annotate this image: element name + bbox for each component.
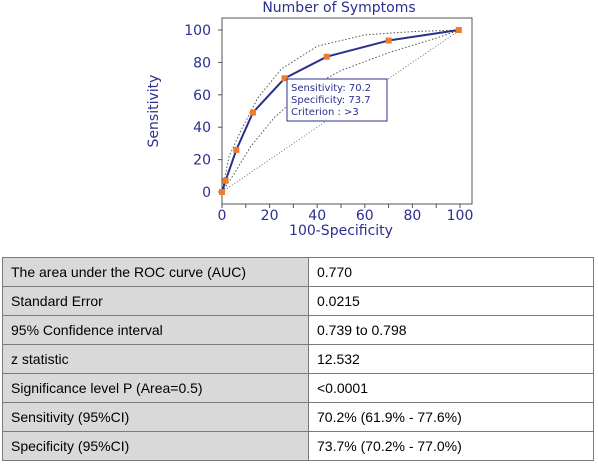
z-statistic-label: z statistic xyxy=(2,344,309,374)
y-tick-label: 0 xyxy=(202,185,211,201)
x-tick-label: 100 xyxy=(447,208,474,224)
ci-upper-line xyxy=(221,29,461,193)
table-row: Significance level P (Area=0.5) <0.0001 xyxy=(2,373,594,403)
table-row: Sensitivity (95%CI) 70.2% (61.9% - 77.6%… xyxy=(2,402,594,432)
roc-statistics-table-wrapper: The area under the ROC curve (AUC) 0.770… xyxy=(2,257,594,461)
z-statistic-value: 12.532 xyxy=(308,344,594,374)
chart-title: Number of Symptoms xyxy=(262,0,415,16)
x-axis-label: 100-Specificity xyxy=(289,223,393,239)
roc-curve-line xyxy=(221,29,459,193)
auc-label: The area under the ROC curve (AUC) xyxy=(2,257,309,287)
roc-point xyxy=(281,75,288,82)
roc-series xyxy=(219,27,462,195)
criterion-annotation: Sensitivity: 70.2 Specificity: 73.7 Crit… xyxy=(286,78,388,122)
standard-error-value: 0.0215 xyxy=(308,286,594,316)
confidence-interval-value: 0.739 to 0.798 xyxy=(308,315,594,345)
roc-point xyxy=(222,177,229,184)
roc-point xyxy=(323,53,330,60)
table-row: 95% Confidence interval 0.739 to 0.798 xyxy=(2,315,594,345)
y-tick-label: 80 xyxy=(193,55,211,71)
y-tick-label: 100 xyxy=(184,23,211,39)
plot-frame xyxy=(221,17,473,205)
ci-lower-line xyxy=(221,29,461,193)
x-tick-label: 0 xyxy=(218,208,227,224)
x-tick-label: 20 xyxy=(261,208,279,224)
standard-error-label: Standard Error xyxy=(2,286,309,316)
specificity-label: Specificity (95%CI) xyxy=(2,431,309,461)
x-tick-label: 80 xyxy=(403,208,421,224)
confidence-bounds xyxy=(221,29,461,193)
roc-point xyxy=(219,189,225,195)
y-axis-label: Sensitivity xyxy=(146,75,162,148)
table-row: Specificity (95%CI) 73.7% (70.2% - 77.0%… xyxy=(2,431,594,461)
table-row: z statistic 12.532 xyxy=(2,344,594,374)
x-tick-label: 40 xyxy=(308,208,326,224)
table-row: The area under the ROC curve (AUC) 0.770 xyxy=(2,257,594,287)
annotation-box xyxy=(286,78,388,122)
roc-point xyxy=(233,146,240,153)
confidence-interval-label: 95% Confidence interval xyxy=(2,315,309,345)
y-tick-label: 40 xyxy=(193,120,211,136)
y-tick-label: 20 xyxy=(193,153,211,169)
roc-chart: Number of Symptoms Sensitivity 100-Speci… xyxy=(146,0,473,239)
annotation-line-1: Sensitivity: 70.2 xyxy=(291,83,371,94)
table-row: Standard Error 0.0215 xyxy=(2,286,594,316)
roc-statistics-table: The area under the ROC curve (AUC) 0.770… xyxy=(2,257,594,461)
significance-value: <0.0001 xyxy=(308,373,594,403)
significance-label: Significance level P (Area=0.5) xyxy=(2,373,309,403)
axes: 0 20 40 60 80 100 0 20 40 60 80 100 xyxy=(184,23,473,224)
roc-point xyxy=(249,109,256,116)
y-tick-label: 60 xyxy=(193,88,211,104)
roc-point xyxy=(455,27,462,33)
auc-value: 0.770 xyxy=(308,257,594,287)
annotation-line-2: Specificity: 73.7 xyxy=(291,95,371,106)
x-tick-label: 60 xyxy=(356,208,374,224)
sensitivity-label: Sensitivity (95%CI) xyxy=(2,402,309,432)
sensitivity-value: 70.2% (61.9% - 77.6%) xyxy=(308,402,594,432)
annotation-line-3: Criterion : >3 xyxy=(291,107,359,118)
specificity-value: 73.7% (70.2% - 77.0%) xyxy=(308,431,594,461)
roc-point xyxy=(385,37,392,44)
